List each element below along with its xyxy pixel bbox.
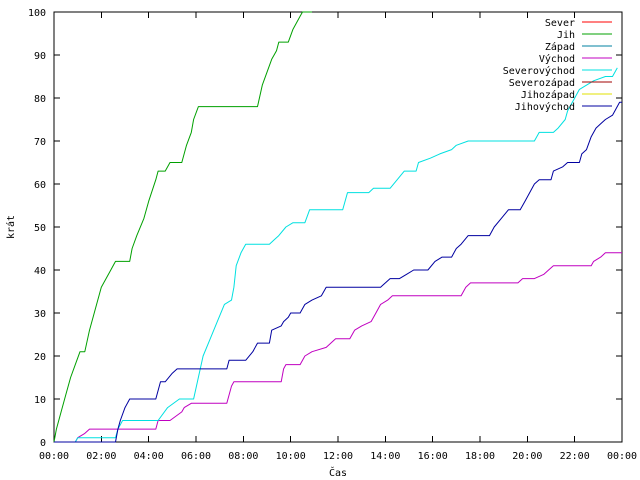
y-tick-label: 30 — [34, 309, 46, 320]
y-tick-label: 100 — [28, 8, 46, 19]
x-tick-label: 04:00 — [134, 451, 164, 462]
series-line-vychod — [54, 252, 622, 443]
x-tick-label: 10:00 — [276, 451, 306, 462]
legend-label: Východ — [539, 53, 575, 65]
x-tick-label: 22:00 — [560, 451, 590, 462]
y-tick-label: 0 — [40, 438, 46, 449]
legend-label: Severovýchod — [503, 65, 575, 77]
x-tick-label: 18:00 — [465, 451, 495, 462]
series-line-jih — [53, 11, 312, 443]
legend-label: Sever — [545, 18, 575, 29]
x-tick-label: 00:00 — [39, 451, 69, 462]
legend: SeverJihZápadVýchodSeverovýchodSeverozáp… — [503, 18, 612, 113]
x-axis-label: Čas — [329, 466, 347, 479]
y-tick-label: 50 — [34, 223, 46, 234]
y-tick-label: 80 — [34, 94, 46, 105]
legend-label: Jihovýchod — [515, 101, 575, 113]
legend-label: Severozápad — [509, 77, 575, 89]
legend-label: Západ — [545, 41, 575, 53]
series-line-severovychod — [54, 67, 618, 443]
x-tick-label: 06:00 — [181, 451, 211, 462]
x-tick-label: 00:00 — [607, 451, 637, 462]
y-tick-label: 70 — [34, 137, 46, 148]
x-tick-label: 02:00 — [86, 451, 116, 462]
x-tick-label: 12:00 — [323, 451, 353, 462]
x-tick-label: 14:00 — [370, 451, 400, 462]
y-tick-label: 60 — [34, 180, 46, 191]
series-line-jihovychod — [54, 101, 622, 443]
legend-label: Jihozápad — [521, 89, 575, 101]
legend-label: Jih — [557, 30, 575, 41]
x-tick-label: 16:00 — [418, 451, 448, 462]
x-tick-label: 08:00 — [228, 451, 258, 462]
y-tick-label: 10 — [34, 395, 46, 406]
x-axis: 00:00 02:00 04:00 06:00 08:00 10:00 12:00 14:00… — [39, 12, 637, 462]
y-axis-label: krát — [5, 215, 17, 239]
y-tick-label: 40 — [34, 266, 46, 277]
y-tick-label: 20 — [34, 352, 46, 363]
y-tick-label: 90 — [34, 51, 46, 62]
y-axis: 0 10 20 30 40 50 60 70 80 90 100 — [28, 8, 622, 449]
x-tick-label: 20:00 — [512, 451, 542, 462]
series-layer — [53, 11, 622, 443]
